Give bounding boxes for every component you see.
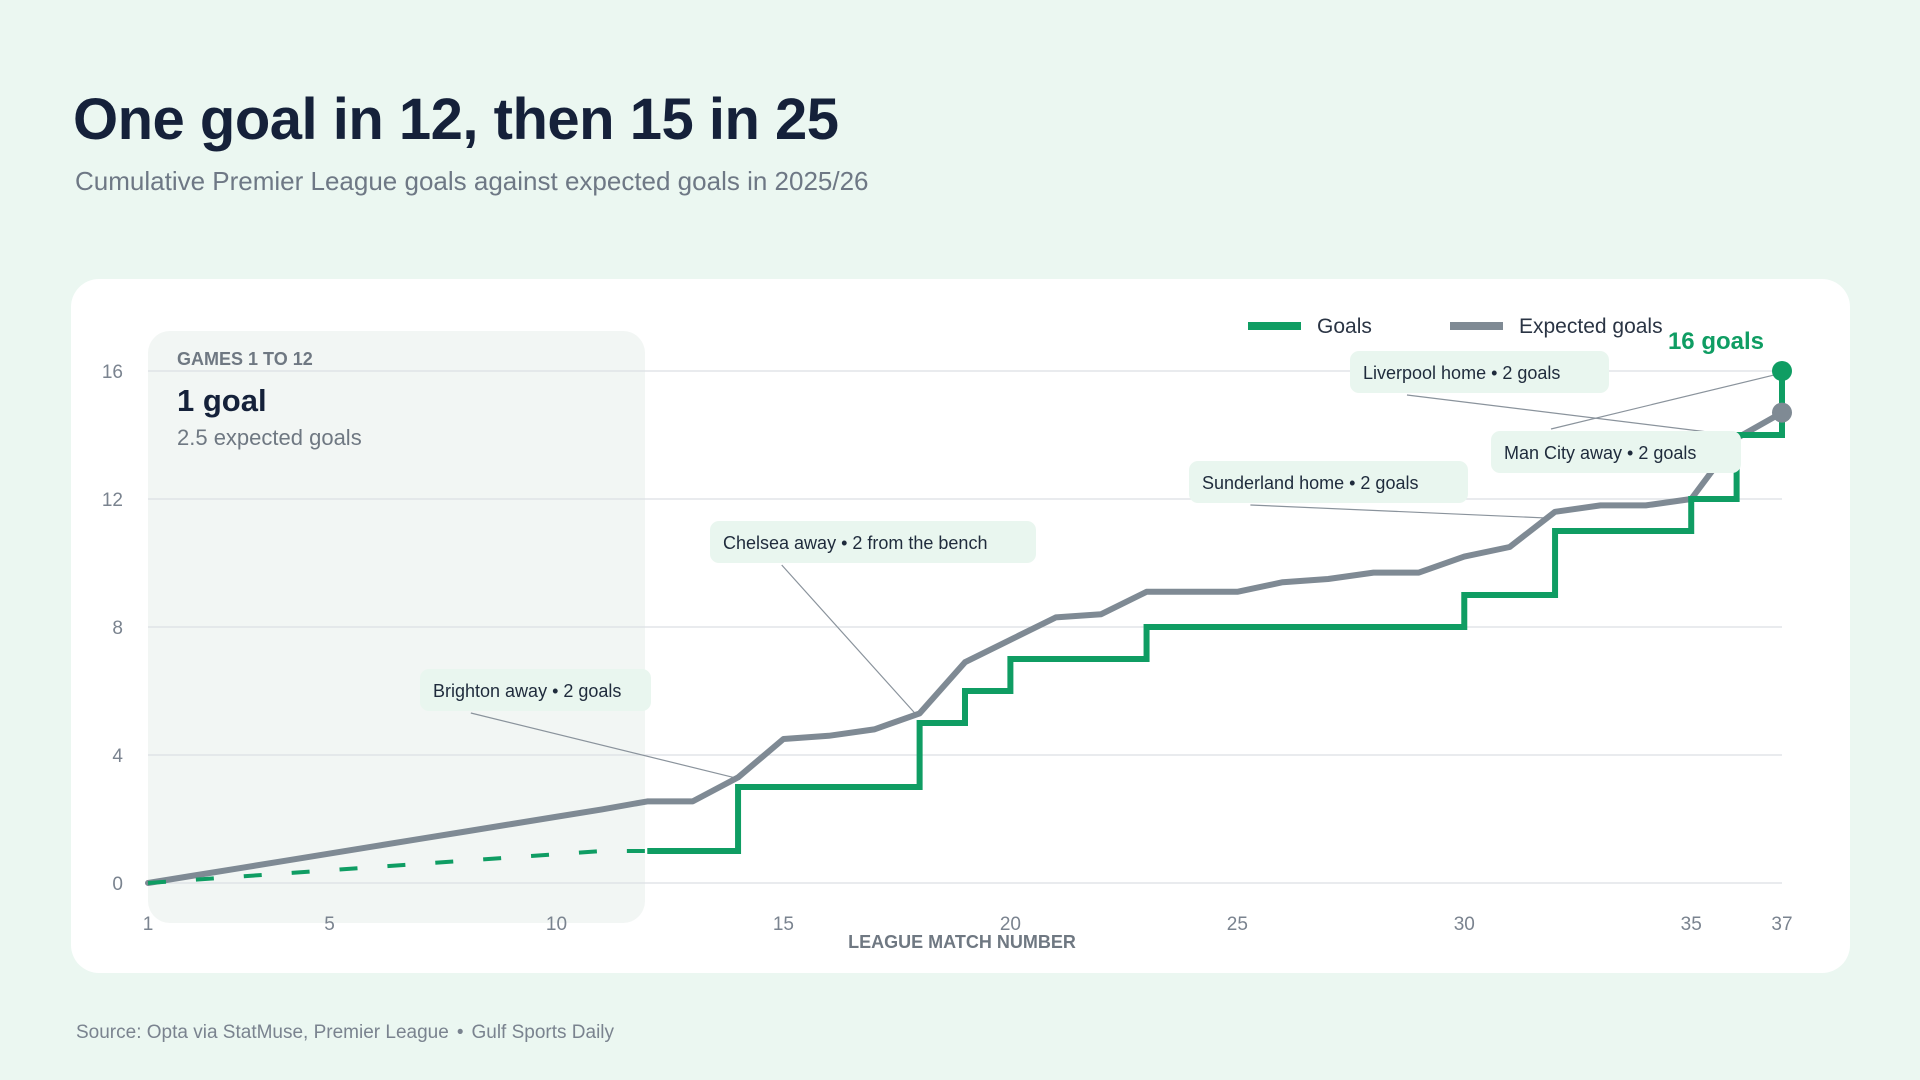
annotation-text-sunderland-home: Sunderland home • 2 goals — [1202, 473, 1418, 493]
annotation-box-man-city-away — [1491, 431, 1741, 473]
chart-card: GAMES 1 TO 12 1 goal 2.5 expected goals 0 4… — [71, 279, 1850, 973]
annotation-box-chelsea-away — [710, 521, 1036, 563]
annotation-label: Brighton away — [433, 681, 547, 701]
series-goals-early-dashed — [147, 849, 648, 885]
x-tick-35: 35 — [1681, 914, 1702, 935]
annotation-box-liverpool-home — [1350, 351, 1609, 393]
annotation-separator: • — [1344, 473, 1360, 493]
x-tick-5: 5 — [324, 914, 335, 935]
x-tick-15: 15 — [773, 914, 794, 935]
annotation-separator: • — [1622, 443, 1638, 463]
annotation-leader-man-city-away — [1550, 373, 1778, 430]
annotation-leader-brighton-away — [470, 712, 734, 778]
annotation-label: Man City away — [1504, 443, 1622, 463]
annotation-text-man-city-away: Man City away • 2 goals — [1504, 443, 1696, 463]
y-tick-4: 4 — [112, 746, 123, 767]
annotation-detail: 2 from the bench — [852, 533, 987, 553]
panel-kicker: GAMES 1 TO 12 — [177, 349, 313, 369]
y-tick-8: 8 — [112, 618, 123, 639]
annotation-separator: • — [1486, 363, 1502, 383]
annotation-leader-sunderland-home — [1250, 504, 1551, 519]
legend-label-expected-goals: Expected goals — [1519, 315, 1663, 338]
x-tick-1: 1 — [143, 914, 154, 935]
annotation-separator: • — [836, 533, 852, 553]
y-tick-16: 16 — [102, 362, 123, 383]
goals-end-label: 16 goals — [1668, 328, 1764, 355]
x-tick-20: 20 — [1000, 914, 1021, 935]
legend-label-goals: Goals — [1317, 315, 1372, 338]
panel-headline: 1 goal — [177, 383, 267, 418]
annotation-label: Sunderland home — [1202, 473, 1344, 493]
annotation-text-chelsea-away: Chelsea away • 2 from the bench — [723, 533, 987, 553]
publisher-text: Gulf Sports Daily — [471, 1022, 615, 1043]
page-subtitle: Cumulative Premier League goals against … — [75, 166, 869, 196]
series-goals-step-line — [647, 371, 1785, 854]
x-tick-10: 10 — [546, 914, 567, 935]
goals-end-marker — [1772, 361, 1792, 381]
annotation-detail: 2 goals — [563, 681, 621, 701]
annotation-label: Chelsea away — [723, 533, 836, 553]
annotation-text-brighton-away: Brighton away • 2 goals — [433, 681, 621, 701]
annotation-box-brighton-away — [420, 669, 651, 711]
annotation-label: Liverpool home — [1363, 363, 1486, 383]
x-tick-25: 25 — [1227, 914, 1248, 935]
y-tick-0: 0 — [112, 874, 123, 895]
annotation-leader-chelsea-away — [781, 564, 916, 714]
annotation-detail: 2 goals — [1360, 473, 1418, 493]
x-axis-label: LEAGUE MATCH NUMBER — [848, 932, 1076, 952]
annotation-separator: • — [547, 681, 563, 701]
annotation-leader-liverpool-home — [1406, 394, 1733, 436]
x-tick-37: 37 — [1771, 914, 1792, 935]
series-expected-goals-line — [145, 409, 1785, 886]
annotation-detail: 2 goals — [1502, 363, 1560, 383]
source-note: Source: Opta via StatMuse, Premier Leagu… — [76, 1022, 614, 1044]
xg-end-marker — [1772, 402, 1792, 423]
x-tick-30: 30 — [1454, 914, 1475, 935]
source-text: Source: Opta via StatMuse, Premier Leagu… — [76, 1022, 449, 1043]
source-separator: • — [456, 1022, 464, 1043]
annotation-box-sunderland-home — [1189, 461, 1468, 503]
annotation-detail: 2 goals — [1638, 443, 1696, 463]
panel-detail: 2.5 expected goals — [177, 425, 362, 450]
page-title: One goal in 12, then 15 in 25 — [73, 87, 839, 152]
goals-vs-xg-chart: GAMES 1 TO 12 1 goal 2.5 expected goals 0 4… — [102, 315, 1793, 952]
y-tick-12: 12 — [102, 490, 123, 511]
annotation-text-liverpool-home: Liverpool home • 2 goals — [1363, 363, 1560, 383]
